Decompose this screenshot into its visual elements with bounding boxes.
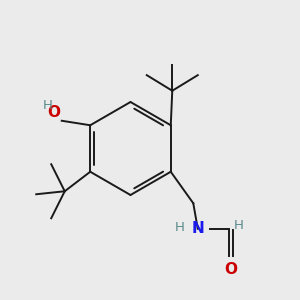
Text: O: O: [225, 262, 238, 277]
Text: H: H: [42, 99, 52, 112]
Text: O: O: [47, 104, 61, 119]
Text: H: H: [234, 219, 244, 232]
Text: H: H: [175, 221, 185, 234]
Text: N: N: [191, 221, 204, 236]
